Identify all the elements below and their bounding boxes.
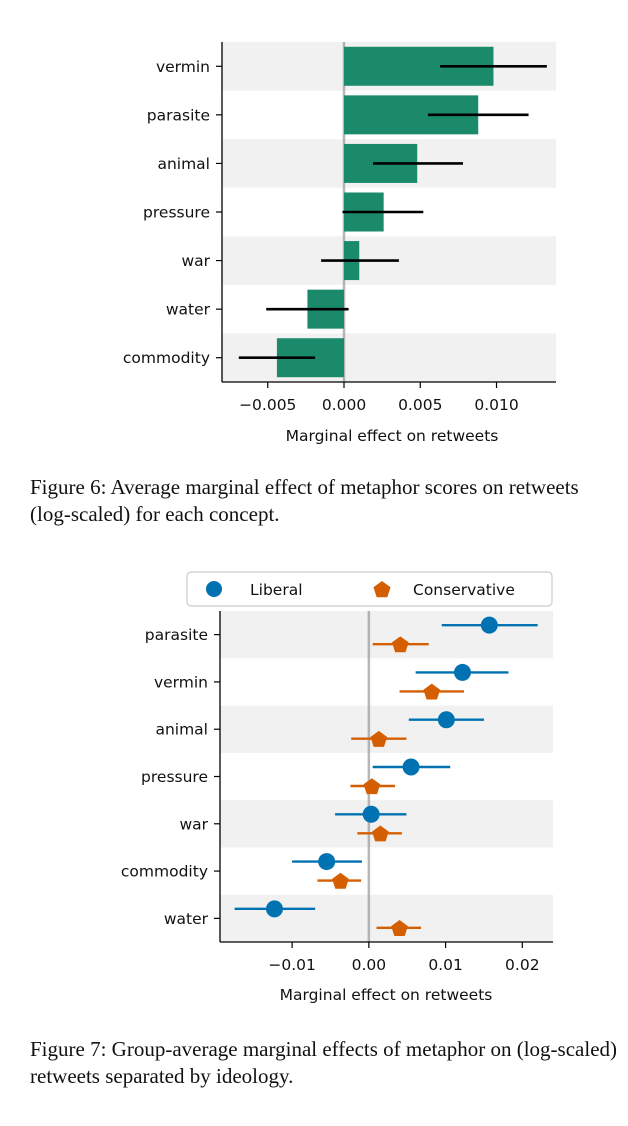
x-axis-title: Marginal effect on retweets xyxy=(280,986,493,1004)
x-tick-label: −0.005 xyxy=(239,396,296,414)
error-bars xyxy=(238,64,547,360)
legend-conservative-marker xyxy=(373,581,391,598)
figure-6-chart: vermin parasite animal pressure war water comm… xyxy=(123,42,556,445)
point-liberal-commodity xyxy=(318,853,336,871)
category-labels: parasite vermin animal pressure war commodity… xyxy=(121,626,209,928)
category-label-pressure: pressure xyxy=(141,768,208,786)
point-conservative-vermin xyxy=(423,683,441,700)
x-tick-labels: −0.005 0.000 0.005 0.010 xyxy=(239,396,519,414)
point-conservative-pressure xyxy=(363,778,381,795)
category-label-vermin: vermin xyxy=(154,673,208,691)
x-tick-label: 0.010 xyxy=(474,396,518,414)
x-tick-label: 0.000 xyxy=(322,396,366,414)
category-label-parasite: parasite xyxy=(147,106,210,124)
row-band xyxy=(220,800,553,848)
legend: Liberal Conservative xyxy=(186,571,553,607)
category-label-parasite: parasite xyxy=(145,626,208,644)
category-label-commodity: commodity xyxy=(121,863,208,881)
category-label-war: war xyxy=(179,815,208,833)
x-tick-label: 0.005 xyxy=(398,396,442,414)
x-tick-label: −0.01 xyxy=(268,956,316,974)
category-label-war: war xyxy=(181,252,210,270)
row-band xyxy=(220,611,553,659)
row-shading xyxy=(220,611,553,942)
point-liberal-vermin xyxy=(453,663,471,681)
category-label-animal: animal xyxy=(155,721,208,739)
category-labels: vermin parasite animal pressure war water comm… xyxy=(123,58,211,367)
legend-conservative-label: Conservative xyxy=(413,581,515,599)
point-conservative-parasite xyxy=(391,636,409,653)
category-label-animal: animal xyxy=(157,155,210,173)
x-tick-labels: −0.01 0.00 0.01 0.02 xyxy=(268,956,539,974)
x-axis-title: Marginal effect on retweets xyxy=(286,427,499,445)
legend-box xyxy=(186,571,553,607)
figure-7-caption: Figure 7: Group-average marginal effects… xyxy=(30,1037,618,1088)
point-liberal-parasite xyxy=(480,616,498,634)
point-liberal-pressure xyxy=(402,758,420,776)
points xyxy=(234,616,538,936)
figure-7-chart: parasite vermin animal pressure war commodity… xyxy=(121,571,553,1004)
point-liberal-water xyxy=(265,900,283,918)
axes xyxy=(216,42,556,388)
figure-6-caption: Figure 6: Average marginal effect of met… xyxy=(30,475,579,526)
x-tick-label: 0.02 xyxy=(505,956,540,974)
axes xyxy=(214,611,553,948)
row-band xyxy=(220,705,553,753)
point-conservative-war xyxy=(371,825,389,842)
point-liberal-war xyxy=(362,805,380,823)
point-liberal-animal xyxy=(437,711,455,729)
category-label-water: water xyxy=(164,910,209,928)
category-label-pressure: pressure xyxy=(143,204,210,222)
point-conservative-water xyxy=(391,920,408,936)
category-label-vermin: vermin xyxy=(156,58,210,76)
point-conservative-animal xyxy=(370,730,388,747)
x-tick-label: 0.00 xyxy=(352,956,387,974)
category-label-water: water xyxy=(166,301,211,319)
category-label-commodity: commodity xyxy=(123,349,210,367)
legend-liberal-marker xyxy=(206,581,222,597)
legend-liberal-label: Liberal xyxy=(250,581,303,599)
point-conservative-commodity xyxy=(332,872,349,889)
x-tick-label: 0.01 xyxy=(428,956,463,974)
